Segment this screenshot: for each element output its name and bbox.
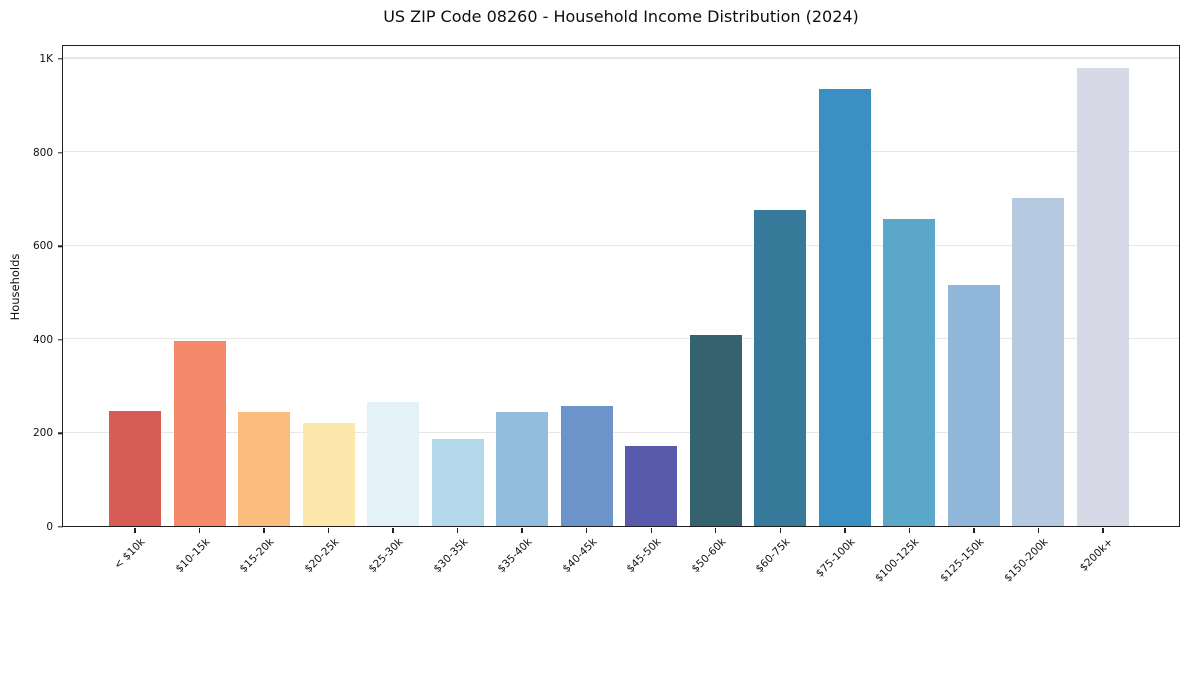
y-tick-mark-400 — [58, 339, 63, 341]
x-tick-label-$20-25k: $20-25k — [301, 536, 342, 576]
x-tick-mark-$30-35k — [456, 528, 459, 533]
x-tick-label-$150-200k: $150-200k — [1002, 536, 1051, 585]
y-tick-label-1K: 1K — [39, 53, 53, 66]
bar-$50-60k — [689, 334, 742, 526]
x-tick-label-< $10k: < $10k — [111, 536, 148, 572]
x-tick-mark-$100-125k — [908, 528, 911, 533]
x-tick-label-$200k+: $200k+ — [1077, 536, 1116, 574]
x-tick-mark-$60-75k — [779, 528, 781, 533]
gridline-1K — [63, 57, 1179, 59]
x-tick-label-$60-75k: $60-75k — [753, 536, 793, 576]
y-tick-mark-1K — [58, 58, 63, 60]
x-tick-label-$15-20k: $15-20k — [237, 536, 277, 576]
x-tick-label-$25-30k: $25-30k — [366, 536, 406, 576]
bar-$15-20k — [238, 411, 291, 526]
y-tick-mark-800 — [58, 151, 63, 154]
y-tick-label-600: 600 — [32, 240, 53, 253]
y-axis: 0 200 400 600 800 1K — [0, 45, 63, 533]
y-tick-label-400: 400 — [32, 333, 53, 346]
y-tick-label-0: 0 — [46, 521, 53, 533]
gridlines — [63, 46, 1179, 526]
x-tick-mark-$50-60k — [715, 528, 717, 533]
x-tick-label-$40-45k: $40-45k — [560, 536, 600, 576]
x-tick-mark-$45-50k — [650, 528, 652, 533]
gridline-400 — [63, 338, 1179, 340]
x-tick-label-$10-15k: $10-15k — [172, 536, 213, 576]
y-tick-mark-0 — [58, 526, 63, 528]
x-tick-label-$35-40k: $35-40k — [495, 536, 535, 576]
y-tick-mark-200 — [58, 432, 63, 435]
x-axis — [62, 527, 1180, 535]
bar-$30-35k — [431, 438, 484, 526]
bar-$20-25k — [302, 422, 355, 526]
x-tick-mark-$25-30k — [392, 528, 394, 533]
y-tick-label-200: 200 — [32, 427, 53, 440]
bar-$125-150k — [947, 285, 1000, 526]
bar-$45-50k — [625, 445, 678, 526]
x-tick-mark-$20-25k — [327, 528, 330, 533]
x-tick-label-$50-60k: $50-60k — [689, 536, 729, 576]
x-tick-label-$75-100k: $75-100k — [813, 536, 858, 580]
chart-figure: US ZIP Code 08260 - Household Income Dis… — [0, 7, 1180, 585]
bars-container — [63, 46, 1179, 526]
x-tick-mark-< $10k — [134, 528, 136, 533]
bar-$25-30k — [367, 401, 420, 526]
x-tick-label-$125-150k: $125-150k — [937, 536, 987, 585]
bar-$100-125k — [883, 218, 936, 526]
gridline-800 — [63, 150, 1179, 153]
x-tick-mark-$10-15k — [198, 528, 201, 533]
y-tick-mark-600 — [58, 245, 63, 247]
bar-$10-15k — [173, 340, 226, 526]
bar-$75-100k — [818, 88, 871, 526]
plot-area — [62, 45, 1180, 527]
x-tick-mark-$150-200k — [1037, 528, 1040, 533]
bar-$40-45k — [560, 406, 613, 526]
gridline-600 — [63, 244, 1179, 246]
bar-$150-200k — [1012, 197, 1065, 526]
x-tick-label-$30-35k: $30-35k — [431, 536, 471, 576]
bar-$200k+ — [1076, 67, 1129, 526]
x-tick-mark-$125-150k — [973, 528, 975, 533]
bar-< $10k — [109, 410, 161, 526]
y-tick-label-800: 800 — [32, 146, 53, 159]
bar-$60-75k — [754, 209, 807, 526]
bar-$35-40k — [496, 412, 549, 526]
x-tick-label-$45-50k: $45-50k — [624, 536, 664, 576]
x-tick-mark-$40-45k — [586, 528, 588, 533]
x-tick-label-$100-125k: $100-125k — [873, 536, 922, 585]
x-tick-mark-$200k+ — [1102, 528, 1104, 533]
chart-title: US ZIP Code 08260 - Household Income Dis… — [383, 7, 859, 26]
x-tick-mark-$75-100k — [844, 528, 846, 533]
x-tick-mark-$35-40k — [521, 528, 523, 533]
gridline-200 — [63, 431, 1179, 434]
x-tick-mark-$15-20k — [263, 528, 265, 533]
